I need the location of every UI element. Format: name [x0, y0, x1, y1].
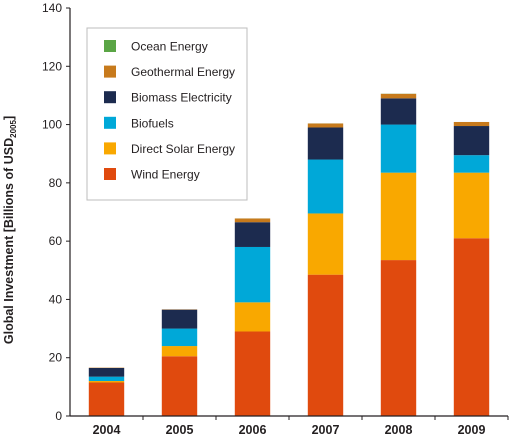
bar-segment-direct-solar-energy-2004: [88, 381, 125, 383]
bar-segment-geothermal-energy-2007: [307, 123, 344, 128]
y-axis-title-tail: ]: [2, 116, 16, 120]
y-axis-title: Global Investment [Billions of USD2005]: [2, 116, 18, 344]
bar-segment-direct-solar-energy-2005: [161, 346, 198, 357]
bar-segment-biomass-electricity-2006: [234, 222, 271, 247]
bar-segment-biomass-electricity-2004: [88, 367, 125, 377]
legend-swatch-biofuels: [104, 116, 116, 129]
bar-segment-biomass-electricity-2008: [380, 98, 417, 125]
legend: Ocean Energy Geothermal Energy Biomass Ele…: [86, 27, 248, 201]
x-tick-label-2007: 2007: [312, 423, 340, 436]
bar-segment-geothermal-energy-2009: [453, 121, 490, 127]
y-tick-label-100: 100: [42, 118, 62, 132]
y-tick-label-120: 120: [42, 59, 62, 73]
bar-segment-biofuels-2005: [161, 328, 198, 347]
y-tick-label-140: 140: [42, 1, 62, 15]
legend-swatch-direct-solar-energy: [104, 142, 116, 155]
legend-label-biofuels: Biofuels: [131, 116, 174, 130]
bar-segment-biofuels-2007: [307, 159, 344, 214]
axes-layer: 2004 2005 2006 2007 2008 2009 0 20 40 60 80 100 120 1…: [42, 1, 509, 436]
legend-label-direct-solar-energy: Direct Solar Energy: [131, 142, 235, 156]
x-tick-label-2005: 2005: [166, 423, 194, 436]
legend-swatch-wind-energy: [104, 168, 116, 180]
bar-segment-biofuels-2006: [234, 246, 271, 303]
y-tick-label-80: 80: [49, 176, 63, 190]
bar-segment-biofuels-2009: [453, 155, 490, 173]
legend-label-ocean-energy: Ocean Energy: [131, 40, 208, 54]
bar-segment-biomass-electricity-2009: [453, 126, 490, 156]
x-tick-label-2004: 2004: [93, 423, 121, 436]
y-axis-title-subscript: 2005: [9, 119, 18, 137]
y-tick-label-60: 60: [49, 234, 63, 248]
y-axis-title-main: Global Investment [Billions of USD: [2, 138, 16, 344]
y-tick-label-40: 40: [49, 292, 63, 306]
bar-segment-wind-energy-2005: [161, 356, 198, 416]
bar-segment-biomass-electricity-2005: [161, 309, 198, 329]
legend-label-wind-energy: Wind Energy: [131, 168, 200, 182]
x-tick-label-2006: 2006: [239, 423, 267, 436]
y-tick-label-0: 0: [55, 409, 62, 423]
bar-segment-wind-energy-2006: [234, 331, 271, 416]
bar-segment-direct-solar-energy-2007: [307, 213, 344, 275]
bar-segment-wind-energy-2008: [380, 260, 417, 416]
bar-segment-geothermal-energy-2008: [380, 93, 417, 99]
bar-segment-wind-energy-2009: [453, 238, 490, 416]
bar-segment-direct-solar-energy-2006: [234, 302, 271, 332]
bar-segment-geothermal-energy-2006: [234, 218, 271, 223]
bars-layer: [88, 93, 490, 417]
legend-swatch-biomass-electricity: [104, 91, 116, 104]
legend-swatch-geothermal-energy: [104, 65, 116, 78]
x-tick-label-2009: 2009: [458, 423, 486, 436]
bar-segment-direct-solar-energy-2009: [453, 172, 490, 239]
bar-segment-wind-energy-2007: [307, 274, 344, 416]
y-tick-label-20: 20: [49, 351, 63, 365]
legend-swatch-ocean-energy: [104, 40, 116, 52]
x-tick-label-2008: 2008: [385, 423, 413, 436]
legend-label-biomass-electricity: Biomass Electricity: [131, 91, 232, 105]
legend-label-geothermal-energy: Geothermal Energy: [131, 65, 235, 79]
bar-segment-direct-solar-energy-2008: [380, 172, 417, 261]
bar-segment-biofuels-2004: [88, 376, 125, 382]
bar-segment-biomass-electricity-2007: [307, 127, 344, 160]
bar-segment-wind-energy-2004: [88, 382, 125, 416]
bar-segment-biofuels-2008: [380, 124, 417, 173]
